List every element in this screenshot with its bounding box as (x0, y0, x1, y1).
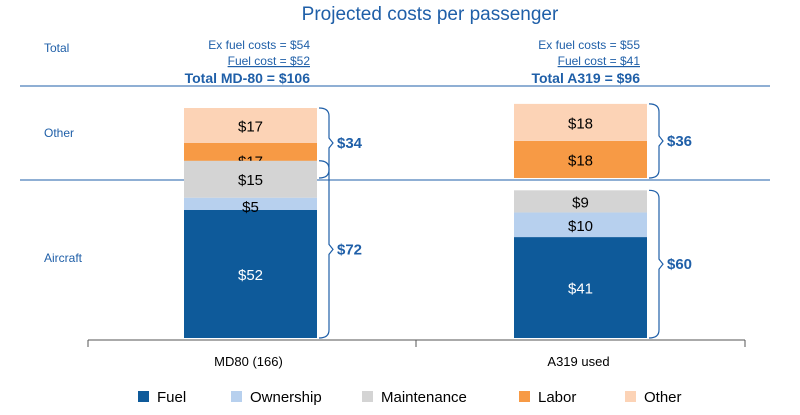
fuel-cost-label: Fuel cost = $52 (228, 54, 311, 68)
legend-label-maintenance: Maintenance (381, 389, 467, 406)
aircraft-panel-brace (648, 189, 664, 339)
other-panel-total-label: $36 (667, 133, 692, 150)
data-label-other: $17 (238, 119, 263, 136)
data-label-maintenance: $9 (572, 194, 589, 211)
data-label-ownership: $10 (568, 218, 593, 235)
legend-label-other: Other (644, 389, 682, 406)
other-panel-brace (318, 107, 334, 179)
data-label-maintenance: $15 (238, 172, 263, 189)
aircraft-panel-brace (318, 160, 334, 339)
category-label: MD80 (166) (214, 354, 283, 369)
legend-label-labor: Labor (538, 389, 576, 406)
legend-swatch-other (625, 391, 636, 402)
data-label-fuel: $52 (238, 267, 263, 284)
legend-label-fuel: Fuel (157, 389, 186, 406)
legend-label-ownership: Ownership (250, 389, 322, 406)
other-panel-brace (648, 103, 664, 179)
data-label-ownership: $5 (242, 199, 259, 216)
chart-title: Projected costs per passenger (302, 4, 559, 25)
ex-fuel-cost-label: Ex fuel costs = $54 (208, 38, 310, 52)
bar-maintenance (184, 160, 317, 198)
aircraft-panel-total-label: $60 (667, 256, 692, 273)
panel-label-other: Other (44, 126, 74, 140)
legend-swatch-maintenance (362, 391, 373, 402)
panel-label-aircraft: Aircraft (44, 251, 83, 265)
panel-label-total: Total (44, 41, 69, 55)
total-cost-label: Total A319 = $96 (531, 70, 640, 86)
fuel-cost-label: Fuel cost = $41 (558, 54, 641, 68)
legend-swatch-fuel (138, 391, 149, 402)
bar-ownership (184, 197, 317, 210)
bar-fuel (514, 237, 647, 338)
data-label-fuel: $41 (568, 281, 593, 298)
bar-other (514, 103, 647, 141)
bar-ownership (514, 212, 647, 238)
bar-fuel (184, 210, 317, 338)
ex-fuel-cost-label: Ex fuel costs = $55 (538, 38, 640, 52)
aircraft-panel-total-label: $72 (337, 241, 362, 258)
legend-swatch-ownership (231, 391, 242, 402)
bar-labor (514, 140, 647, 178)
bar-maintenance (514, 190, 647, 213)
data-label-other: $18 (568, 115, 593, 132)
legend-swatch-labor (519, 391, 530, 402)
other-panel-total-label: $34 (337, 135, 363, 152)
total-cost-label: Total MD-80 = $106 (185, 70, 311, 86)
category-label: A319 used (547, 354, 609, 369)
bar-other (184, 108, 317, 143)
data-label-labor: $18 (568, 152, 593, 169)
